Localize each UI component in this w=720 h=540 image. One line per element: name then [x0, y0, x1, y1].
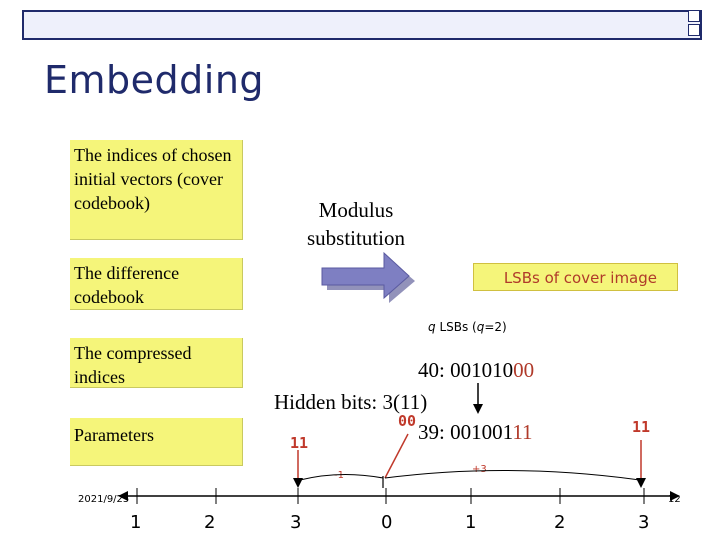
- minus-one-label: -1: [334, 470, 344, 481]
- slide-page-number: 12: [668, 494, 681, 505]
- title-bar-square-right: [688, 24, 700, 36]
- block-arrow: [321, 251, 415, 303]
- value-40-suffix: 00: [513, 358, 535, 382]
- value-40-prefix: 40: 001010: [418, 358, 514, 382]
- arrow-11-left-head: [293, 478, 303, 488]
- hidden-bits-label: Hidden bits: 3(11): [274, 390, 428, 414]
- value-39-suffix: 11: [512, 420, 533, 444]
- arrow-00-to-zero: [384, 433, 409, 479]
- value-39-prefix: 39: 001001: [418, 420, 513, 444]
- number-line: [118, 488, 680, 504]
- initial-vectors-box: The indices of chosen initial vectors (c…: [70, 140, 243, 240]
- tick-label-2b: 2: [554, 512, 566, 533]
- tick-label-0: 0: [381, 512, 393, 533]
- q-variable-2: q: [476, 320, 485, 334]
- q-variable: q: [428, 320, 436, 334]
- title-bar: [22, 10, 702, 40]
- tick-label-1a: 1: [130, 512, 142, 533]
- tick-label-1b: 1: [465, 512, 477, 533]
- initial-vectors-label: The indices of chosen initial vectors (c…: [74, 145, 232, 213]
- plus-three-arc: [384, 469, 641, 481]
- q-lsbs-label: q LSBs (q=2): [428, 320, 507, 334]
- difference-codebook-box: The difference codebook: [70, 258, 243, 310]
- q-lsbs-text: LSBs (: [435, 320, 477, 334]
- q-equals: =2): [484, 320, 507, 334]
- title-bar-square-left: [688, 10, 700, 22]
- arrow-11-right-head: [636, 478, 646, 488]
- bits-11-left-label: 11: [290, 434, 309, 452]
- tick-label-3b: 3: [638, 512, 650, 533]
- bits-11-right-label: 11: [632, 418, 651, 436]
- compressed-indices-box: The compressed indices: [70, 338, 243, 388]
- lsbs-cover-image-box: LSBs of cover image: [473, 263, 678, 291]
- tick-label-2a: 2: [204, 512, 216, 533]
- parameters-box: Parameters: [70, 418, 243, 466]
- minus-one-arc: [299, 473, 384, 481]
- slide-title: Embedding: [44, 58, 265, 102]
- difference-codebook-label: The difference codebook: [74, 263, 180, 307]
- value-40: 40: 00101000: [418, 358, 534, 383]
- bits-00-label: 00: [398, 412, 417, 430]
- value-39: 39: 00100111: [418, 420, 533, 445]
- modulus-substitution-label: Modulus substitution: [306, 198, 406, 250]
- compressed-indices-label: The compressed indices: [74, 343, 192, 387]
- parameters-label: Parameters: [74, 425, 154, 445]
- tick-label-3a: 3: [290, 512, 302, 533]
- lsbs-cover-image-label: LSBs of cover image: [503, 269, 657, 287]
- slide-date: 2021/9/25: [78, 494, 130, 505]
- plus-three-label: +3: [472, 464, 487, 475]
